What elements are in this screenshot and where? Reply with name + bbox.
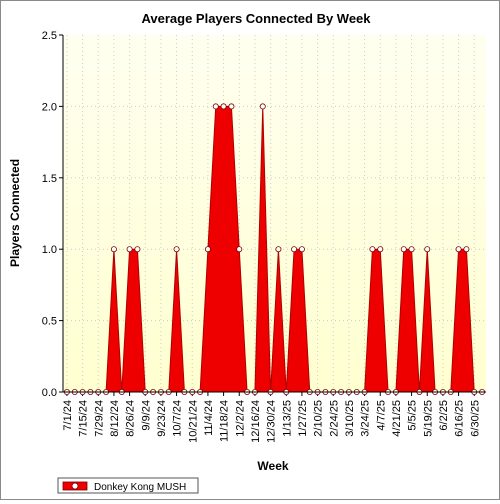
x-tick-label: 6/16/25 bbox=[454, 400, 466, 437]
data-point bbox=[377, 246, 384, 253]
x-tick-label: 7/1/24 bbox=[62, 400, 74, 431]
data-point bbox=[408, 246, 415, 253]
x-axis-label: Week bbox=[257, 459, 288, 473]
y-tick-label: 1.5 bbox=[42, 173, 57, 185]
y-tick-label: 0.0 bbox=[42, 387, 57, 399]
x-tick-label: 9/23/24 bbox=[156, 400, 168, 437]
x-tick-label: 5/5/25 bbox=[407, 400, 419, 431]
data-point bbox=[400, 246, 407, 253]
data-point bbox=[291, 246, 298, 253]
x-tick-label: 4/21/25 bbox=[391, 400, 403, 437]
x-tick-label: 12/2/24 bbox=[234, 400, 246, 437]
x-tick-label: 6/2/25 bbox=[438, 400, 450, 431]
data-point bbox=[424, 246, 431, 253]
x-tick-label: 1/13/25 bbox=[281, 400, 293, 437]
x-tick-label: 7/29/24 bbox=[93, 400, 105, 437]
x-tick-label: 5/19/25 bbox=[422, 400, 434, 437]
x-tick-label: 10/21/24 bbox=[187, 400, 199, 443]
x-tick-label: 11/4/24 bbox=[203, 400, 215, 436]
y-tick-label: 0.5 bbox=[42, 316, 57, 328]
data-point bbox=[259, 103, 266, 110]
plot-area: 0.0 0.5 1.0 1.5 2.0 2.5 7/1/24 7/15/24 7/29/24 8/… bbox=[42, 30, 486, 443]
legend: Donkey Kong MUSH bbox=[57, 477, 199, 494]
data-point bbox=[463, 246, 470, 253]
data-point bbox=[204, 246, 211, 253]
x-tick-label: 12/16/24 bbox=[250, 400, 262, 443]
data-point bbox=[173, 246, 180, 253]
y-tick-label: 2.5 bbox=[42, 30, 57, 42]
x-tick-label: 7/15/24 bbox=[78, 400, 90, 437]
x-tick-label: 9/9/24 bbox=[140, 400, 152, 431]
x-tick-label: 8/12/24 bbox=[109, 400, 121, 437]
x-tick-label: 11/18/24 bbox=[219, 400, 231, 442]
legend-label: Donkey Kong MUSH bbox=[94, 482, 186, 493]
data-point bbox=[455, 246, 462, 253]
data-point bbox=[275, 246, 282, 253]
data-point bbox=[220, 103, 227, 110]
x-tick-label: 4/7/25 bbox=[375, 400, 387, 431]
legend-marker bbox=[71, 482, 79, 490]
x-tick-label: 3/10/25 bbox=[344, 400, 356, 437]
x-tick-label: 1/27/25 bbox=[297, 400, 309, 437]
data-point bbox=[110, 246, 117, 253]
x-tick-label: 3/24/25 bbox=[360, 400, 372, 437]
data-point bbox=[134, 246, 141, 253]
data-point bbox=[126, 246, 133, 253]
data-point bbox=[298, 246, 305, 253]
y-tick-label: 2.0 bbox=[42, 101, 57, 113]
x-tick-label: 2/10/25 bbox=[313, 400, 325, 437]
y-tick-label: 1.0 bbox=[42, 244, 57, 256]
data-point bbox=[369, 246, 376, 253]
x-tick-label: 8/26/24 bbox=[125, 400, 137, 437]
data-point bbox=[212, 103, 219, 110]
series-area bbox=[66, 106, 483, 393]
data-point bbox=[236, 246, 243, 253]
x-tick-label: 10/7/24 bbox=[172, 400, 184, 437]
x-tick-label: 2/24/25 bbox=[328, 400, 340, 437]
y-axis-label: Players Connected bbox=[8, 159, 22, 267]
data-point bbox=[228, 103, 235, 110]
x-tick-label: 12/30/24 bbox=[266, 400, 278, 443]
chart-title: Average Players Connected By Week bbox=[141, 11, 371, 26]
x-tick-label: 6/30/25 bbox=[469, 400, 481, 437]
legend-box bbox=[57, 477, 199, 494]
